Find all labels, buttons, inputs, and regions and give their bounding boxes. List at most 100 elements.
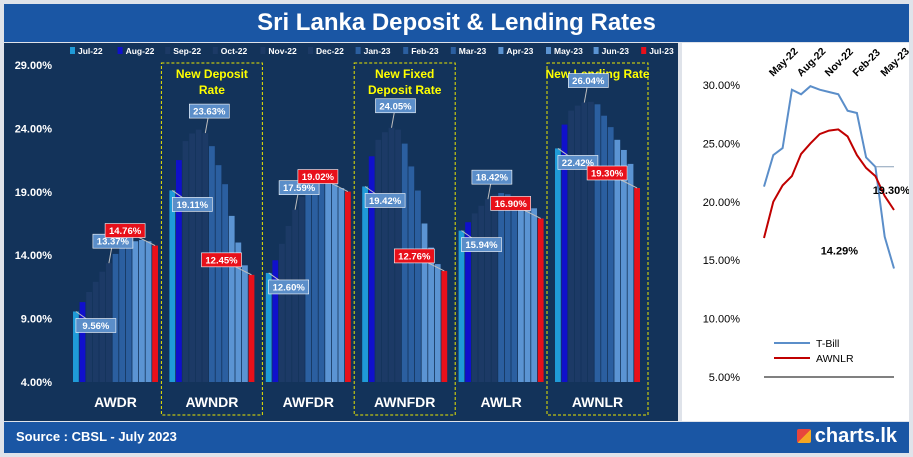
data-label: 24.05%	[379, 101, 412, 112]
data-label-box	[75, 318, 117, 333]
bar	[242, 265, 248, 382]
bar	[292, 209, 298, 382]
bar	[458, 230, 465, 382]
annotation-text: New Deposit	[176, 67, 248, 81]
bar	[607, 127, 614, 383]
bar	[362, 186, 368, 382]
data-label-box	[104, 223, 146, 238]
y-tick-label: 14.00%	[15, 250, 53, 262]
group-label: AWNDR	[185, 394, 238, 410]
bar	[388, 127, 395, 383]
group-label: AWNLR	[572, 394, 623, 410]
legend-label: Apr-23	[506, 46, 533, 56]
bar	[485, 199, 491, 382]
bar	[279, 243, 285, 382]
data-label-box	[172, 197, 213, 212]
bar	[272, 260, 279, 382]
bar	[195, 129, 202, 382]
bar	[375, 139, 382, 382]
annotation-text: Deposit Rate	[368, 83, 442, 97]
bar	[169, 190, 176, 382]
legend-label: Mar-23	[459, 46, 487, 56]
legend-label: Sep-22	[173, 46, 201, 56]
bar	[368, 156, 375, 382]
series-line-tbill	[763, 85, 895, 269]
legend-swatch	[212, 47, 218, 54]
bar	[594, 104, 601, 383]
data-label-box	[567, 73, 609, 88]
data-label: 17.59%	[283, 183, 316, 194]
data-label: 19.02%	[302, 172, 335, 183]
bar	[511, 196, 518, 382]
legend-label: Feb-23	[411, 46, 439, 56]
bar	[86, 291, 92, 382]
bar	[555, 148, 561, 382]
legend-label: AWNLR	[816, 353, 854, 365]
legend-label: Nov-22	[268, 46, 297, 56]
data-label: 16.90%	[495, 199, 528, 210]
x-tick-label: May-22	[767, 45, 801, 79]
y-tick-label: 4.00%	[21, 377, 52, 389]
legend-label: T-Bill	[816, 338, 839, 350]
bar	[145, 241, 152, 382]
logo-text: charts.lk	[814, 425, 897, 447]
data-label: 12.76%	[398, 251, 431, 262]
legend-label: Jul-22	[78, 46, 103, 56]
annotation-tbill: 14.29%	[821, 245, 859, 257]
legend-swatch	[593, 47, 599, 54]
bar	[491, 194, 498, 382]
x-tick-label: May-23	[878, 45, 909, 79]
data-label-box	[461, 237, 502, 252]
y-tick-label: 19.00%	[15, 187, 53, 199]
legend-label: Jul-23	[649, 46, 674, 56]
legend-label: Dec-22	[316, 46, 344, 56]
y-tick-label: 15.00%	[703, 255, 741, 267]
bar	[601, 115, 607, 382]
data-label-box	[375, 98, 416, 114]
bar	[119, 247, 125, 382]
annotation-box	[546, 62, 649, 416]
bar	[132, 241, 139, 382]
x-tick-label: Feb-23	[850, 47, 883, 80]
y-tick-label: 9.00%	[21, 314, 52, 326]
annotation-text: New Fixed	[375, 67, 434, 81]
legend-label: Aug-22	[126, 46, 155, 56]
bar	[189, 133, 195, 382]
bar-chart-panel: 4.00% 9.00% 14.00% 19.00% 24.00% 29.00% Jul-22…	[4, 43, 678, 421]
group-label: AWNFDR	[374, 394, 435, 410]
legend-swatch	[260, 47, 266, 54]
legend-swatch	[70, 47, 75, 54]
legend-swatch	[403, 47, 409, 54]
legend-swatch	[165, 47, 171, 54]
source-text: Source : CBSL - July 2023	[16, 429, 177, 444]
data-label: 12.45%	[205, 255, 238, 266]
bar	[634, 187, 640, 382]
bar	[325, 181, 331, 382]
legend-swatch	[641, 47, 647, 54]
data-label: 9.56%	[82, 321, 109, 332]
data-label-box	[189, 103, 230, 119]
data-label: 23.63%	[193, 107, 226, 118]
bar	[139, 239, 145, 382]
bar	[331, 184, 338, 382]
bar	[408, 166, 415, 382]
group-label: AWLR	[480, 394, 521, 410]
legend-label: Jan-23	[364, 46, 391, 56]
legend-label: Oct-22	[221, 46, 248, 56]
bar	[318, 181, 325, 382]
bar	[415, 190, 421, 382]
legend-swatch	[498, 47, 504, 54]
x-tick-label: Nov-22	[823, 46, 856, 79]
y-tick-label: 29.00%	[15, 60, 53, 72]
y-tick-label: 10.00%	[703, 314, 741, 326]
bar	[382, 132, 388, 382]
bar	[478, 205, 485, 382]
data-label-box	[297, 169, 339, 184]
bar	[504, 194, 511, 382]
data-label-box	[201, 252, 242, 268]
data-label: 15.94%	[465, 240, 498, 251]
bar	[312, 182, 318, 382]
bar	[79, 302, 86, 382]
bar	[182, 141, 189, 382]
